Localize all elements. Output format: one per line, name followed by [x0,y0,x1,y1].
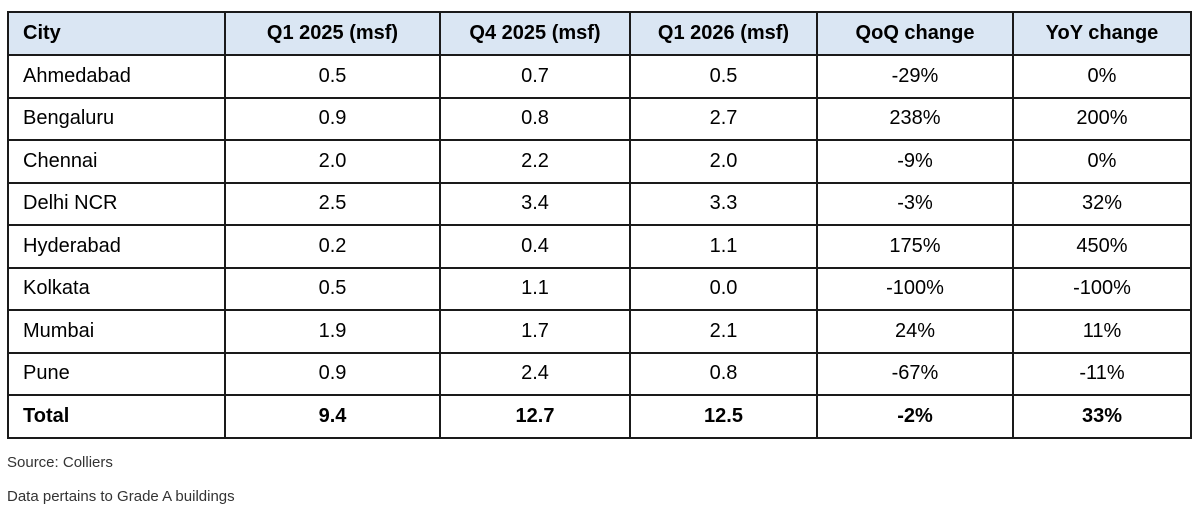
cell-total-q1-2025: 9.4 [224,394,441,439]
cell-q1-2025: 0.9 [224,96,441,141]
cell-q1-2026: 2.1 [629,309,818,354]
source-note: Source: Colliers [7,454,113,471]
cell-q1-2026: 3.3 [629,181,818,226]
cell-city: Kolkata [7,266,226,311]
cell-city: Bengaluru [7,96,226,141]
cell-q4-2025: 2.2 [439,139,631,184]
data-note: Data pertains to Grade A buildings [7,488,235,505]
table-row: Hyderabad 0.2 0.4 1.1 175% 450% [7,224,1192,269]
table-container: City Q1 2025 (msf) Q4 2025 (msf) Q1 2026… [7,11,1192,439]
cell-q1-2025: 2.5 [224,181,441,226]
cell-q1-2025: 0.9 [224,351,441,396]
cell-city: Mumbai [7,309,226,354]
cell-qoq-change: 24% [816,309,1014,354]
cell-q1-2025: 1.9 [224,309,441,354]
cell-total-qoq-change: -2% [816,394,1014,439]
cell-yoy-change: 11% [1012,309,1192,354]
cell-q1-2026: 1.1 [629,224,818,269]
cell-total-q4-2025: 12.7 [439,394,631,439]
table-row: Delhi NCR 2.5 3.4 3.3 -3% 32% [7,181,1192,226]
cell-q1-2026: 2.0 [629,139,818,184]
cell-q1-2026: 0.8 [629,351,818,396]
cell-qoq-change: -3% [816,181,1014,226]
cell-q4-2025: 2.4 [439,351,631,396]
cell-total-label: Total [7,394,226,439]
cell-qoq-change: -29% [816,54,1014,99]
table-row: Bengaluru 0.9 0.8 2.7 238% 200% [7,96,1192,141]
footnotes: Source: Colliers Data pertains to Grade … [7,452,235,520]
cell-q4-2025: 1.1 [439,266,631,311]
cell-q1-2026: 0.5 [629,54,818,99]
table-header-row: City Q1 2025 (msf) Q4 2025 (msf) Q1 2026… [7,11,1192,56]
city-supply-table: City Q1 2025 (msf) Q4 2025 (msf) Q1 2026… [7,11,1192,439]
cell-q1-2025: 0.5 [224,54,441,99]
cell-q1-2025: 2.0 [224,139,441,184]
cell-city: Chennai [7,139,226,184]
cell-yoy-change: 32% [1012,181,1192,226]
cell-qoq-change: 238% [816,96,1014,141]
cell-total-yoy-change: 33% [1012,394,1192,439]
cell-q4-2025: 0.8 [439,96,631,141]
header-q1-2025: Q1 2025 (msf) [224,11,441,56]
cell-yoy-change: -11% [1012,351,1192,396]
cell-q4-2025: 0.4 [439,224,631,269]
cell-city: Ahmedabad [7,54,226,99]
table-row: Mumbai 1.9 1.7 2.1 24% 11% [7,309,1192,354]
cell-city: Hyderabad [7,224,226,269]
cell-q4-2025: 1.7 [439,309,631,354]
cell-city: Pune [7,351,226,396]
table-row: Ahmedabad 0.5 0.7 0.5 -29% 0% [7,54,1192,99]
cell-q4-2025: 3.4 [439,181,631,226]
cell-q4-2025: 0.7 [439,54,631,99]
cell-qoq-change: -100% [816,266,1014,311]
cell-qoq-change: -67% [816,351,1014,396]
table-row: Pune 0.9 2.4 0.8 -67% -11% [7,351,1192,396]
cell-yoy-change: 0% [1012,54,1192,99]
cell-total-q1-2026: 12.5 [629,394,818,439]
cell-q1-2026: 0.0 [629,266,818,311]
cell-yoy-change: 450% [1012,224,1192,269]
table-total-row: Total 9.4 12.7 12.5 -2% 33% [7,394,1192,439]
header-q4-2025: Q4 2025 (msf) [439,11,631,56]
header-q1-2026: Q1 2026 (msf) [629,11,818,56]
header-city: City [7,11,226,56]
cell-qoq-change: -9% [816,139,1014,184]
cell-q1-2026: 2.7 [629,96,818,141]
cell-yoy-change: 200% [1012,96,1192,141]
cell-q1-2025: 0.2 [224,224,441,269]
cell-yoy-change: 0% [1012,139,1192,184]
header-qoq-change: QoQ change [816,11,1014,56]
cell-yoy-change: -100% [1012,266,1192,311]
table-row: Kolkata 0.5 1.1 0.0 -100% -100% [7,266,1192,311]
cell-city: Delhi NCR [7,181,226,226]
header-yoy-change: YoY change [1012,11,1192,56]
table-row: Chennai 2.0 2.2 2.0 -9% 0% [7,139,1192,184]
cell-q1-2025: 0.5 [224,266,441,311]
cell-qoq-change: 175% [816,224,1014,269]
